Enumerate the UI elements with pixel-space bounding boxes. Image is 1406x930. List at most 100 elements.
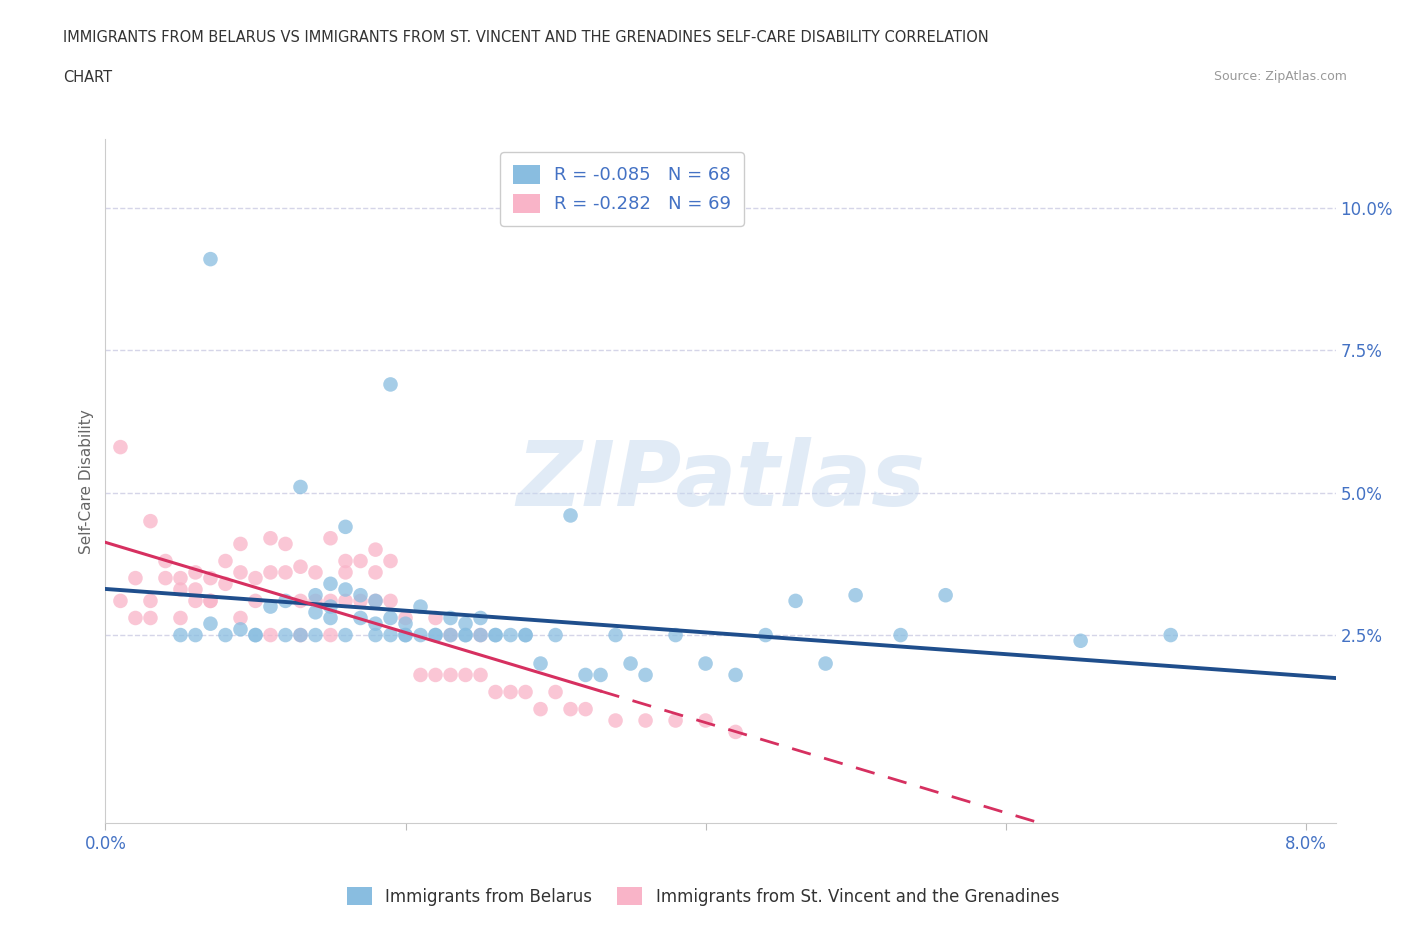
Point [724, 668, 747, 683]
Point [394, 628, 416, 643]
Point [664, 628, 686, 643]
Point [110, 593, 132, 608]
Point [380, 553, 402, 568]
Point [200, 593, 222, 608]
Point [259, 565, 281, 580]
Point [515, 684, 537, 699]
Point [274, 565, 297, 580]
Point [755, 628, 778, 643]
Point [319, 599, 342, 614]
Point [139, 513, 162, 528]
Point [304, 628, 326, 643]
Point [470, 668, 492, 683]
Point [470, 611, 492, 626]
Point [425, 668, 447, 683]
Point [394, 617, 416, 631]
Point [290, 559, 312, 574]
Point [274, 628, 297, 643]
Point [394, 611, 416, 626]
Point [124, 571, 146, 586]
Point [349, 611, 371, 626]
Point [335, 553, 357, 568]
Point [290, 628, 312, 643]
Point [214, 628, 236, 643]
Point [304, 593, 326, 608]
Point [274, 537, 297, 551]
Point [439, 668, 461, 683]
Point [560, 702, 582, 717]
Point [229, 565, 252, 580]
Point [589, 668, 612, 683]
Point [155, 553, 177, 568]
Point [169, 628, 191, 643]
Point [214, 553, 236, 568]
Point [245, 628, 267, 643]
Point [380, 593, 402, 608]
Point [364, 542, 387, 557]
Point [1160, 628, 1182, 643]
Point [200, 593, 222, 608]
Point [214, 577, 236, 591]
Point [605, 628, 627, 643]
Point [200, 252, 222, 267]
Point [664, 713, 686, 728]
Point [290, 480, 312, 495]
Point [364, 628, 387, 643]
Point [439, 611, 461, 626]
Point [634, 668, 657, 683]
Text: Source: ZipAtlas.com: Source: ZipAtlas.com [1213, 70, 1347, 83]
Point [409, 668, 432, 683]
Point [619, 657, 641, 671]
Point [139, 611, 162, 626]
Point [245, 593, 267, 608]
Point [349, 553, 371, 568]
Point [484, 628, 506, 643]
Point [319, 577, 342, 591]
Point [245, 628, 267, 643]
Text: CHART: CHART [63, 70, 112, 85]
Point [200, 571, 222, 586]
Point [935, 588, 957, 603]
Point [499, 684, 522, 699]
Point [1070, 633, 1092, 648]
Point [319, 628, 342, 643]
Point [529, 657, 551, 671]
Point [364, 565, 387, 580]
Point [470, 628, 492, 643]
Point [695, 657, 717, 671]
Point [364, 593, 387, 608]
Y-axis label: Self-Care Disability: Self-Care Disability [79, 409, 94, 553]
Point [454, 617, 477, 631]
Point [724, 724, 747, 739]
Point [304, 604, 326, 619]
Point [335, 628, 357, 643]
Point [515, 628, 537, 643]
Point [110, 440, 132, 455]
Point [274, 593, 297, 608]
Point [529, 702, 551, 717]
Point [470, 628, 492, 643]
Point [425, 628, 447, 643]
Point [290, 593, 312, 608]
Point [184, 582, 207, 597]
Point [454, 668, 477, 683]
Point [349, 588, 371, 603]
Point [574, 702, 596, 717]
Point [319, 531, 342, 546]
Point [425, 611, 447, 626]
Point [544, 628, 567, 643]
Point [349, 593, 371, 608]
Point [169, 611, 191, 626]
Point [439, 628, 461, 643]
Point [335, 565, 357, 580]
Point [845, 588, 868, 603]
Point [169, 571, 191, 586]
Point [380, 377, 402, 392]
Point [499, 628, 522, 643]
Point [634, 713, 657, 728]
Point [425, 628, 447, 643]
Point [560, 508, 582, 523]
Point [544, 684, 567, 699]
Point [695, 713, 717, 728]
Point [304, 565, 326, 580]
